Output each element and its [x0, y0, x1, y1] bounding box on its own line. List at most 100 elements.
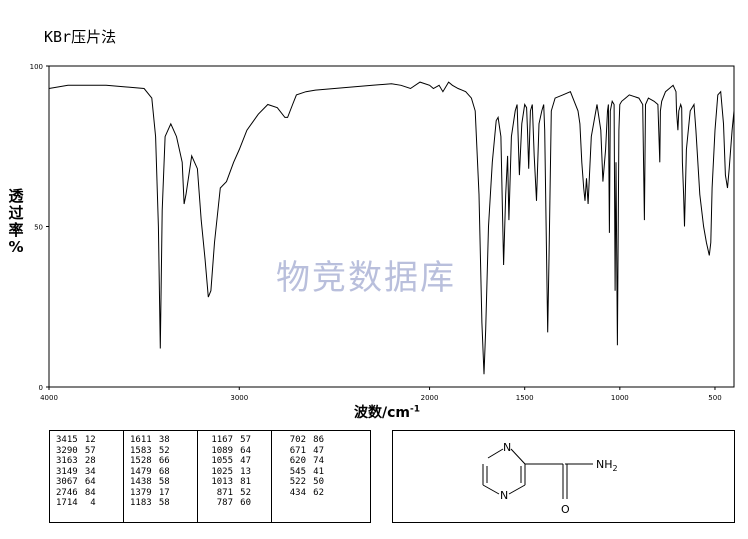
peak-row: 1479 68 [130, 467, 170, 478]
peak-transmittance: 13 [240, 466, 251, 477]
peak-transmittance: 66 [158, 456, 170, 466]
peak-transmittance: 52 [240, 487, 251, 498]
peak-transmittance: 86 [313, 435, 324, 445]
y-tick-label: 0 [39, 384, 43, 392]
amine-subscript: 2 [613, 464, 618, 473]
peak-wavenumber: 1438 [130, 477, 152, 487]
peak-table: 3415 12 3290 57 3163 28 3149 34 3067 64 2746 8… [49, 430, 371, 523]
peak-row: 522 50 [280, 477, 324, 488]
x-axis-ticks: 4000 3000 2000 1500 1000 500 [40, 387, 722, 402]
peak-wavenumber: 1025 [211, 466, 233, 477]
x-axis-label: 波数/cm-1 [354, 402, 420, 422]
peak-wavenumber: 1089 [211, 445, 233, 456]
peak-row: 702 86 [280, 435, 324, 446]
peak-transmittance: 38 [158, 435, 170, 445]
watermark: 物竞数据库 [276, 258, 456, 298]
peak-wavenumber: 871 [216, 487, 233, 498]
peak-wavenumber: 1479 [130, 466, 152, 477]
peak-row: 1025 13 [207, 467, 251, 478]
peak-transmittance: 47 [313, 445, 324, 456]
peak-row: 620 74 [280, 456, 324, 467]
peak-wavenumber: 1528 [130, 456, 152, 466]
peak-transmittance: 52 [158, 445, 170, 456]
peak-row: 1013 81 [207, 477, 251, 488]
nitrogen-atom-label: N [503, 441, 511, 454]
transmittance-curve [48, 81, 735, 375]
peak-wavenumber: 1183 [130, 498, 152, 508]
peak-wavenumber: 1055 [211, 456, 233, 466]
oxygen-atom-label: O [561, 503, 570, 516]
y-label-char: 过 [8, 204, 24, 222]
peak-transmittance: 60 [240, 498, 251, 508]
peak-wavenumber: 787 [216, 498, 233, 508]
peak-wavenumber: 1714 [56, 498, 78, 508]
y-tick-label: 50 [34, 224, 43, 232]
y-label-char: 率 [8, 221, 24, 239]
x-axis-label-text: 波数/cm [354, 405, 410, 421]
peak-transmittance: 12 [84, 435, 96, 445]
peak-table-column: 702 86 671 47 620 74 545 41 522 50 434 62 [280, 435, 324, 498]
amine-label-text: NH [596, 458, 613, 471]
peak-transmittance: 74 [313, 456, 324, 466]
peak-row: 1528 66 [130, 456, 170, 467]
peak-transmittance: 4 [90, 498, 96, 508]
y-label-char: % [8, 238, 24, 256]
peak-transmittance: 28 [84, 456, 96, 466]
peak-wavenumber: 1583 [130, 445, 152, 456]
peak-wavenumber: 1379 [130, 487, 152, 498]
structure-bonds [482, 448, 593, 499]
peak-transmittance: 57 [84, 445, 96, 456]
structure-box: N N O NH2 [392, 430, 735, 523]
peak-wavenumber: 3163 [56, 456, 78, 466]
y-label-char: 透 [8, 187, 24, 205]
peak-transmittance: 58 [158, 498, 170, 508]
peak-wavenumber: 1013 [211, 477, 233, 487]
peak-row: 3415 12 [56, 435, 96, 446]
peak-transmittance: 58 [158, 477, 170, 487]
peak-transmittance: 17 [158, 487, 170, 498]
x-tick-label: 3000 [230, 394, 248, 402]
page-title: KBr压片法 [44, 28, 117, 46]
peak-wavenumber: 620 [289, 456, 306, 466]
peak-transmittance: 47 [240, 456, 251, 466]
ir-spectrum-chart: 0 50 100 4000 3000 2000 1500 1000 500 [30, 63, 735, 402]
peak-table-column: 1611 38 1583 52 1528 66 1479 68 1438 58 1379 1… [130, 435, 170, 509]
peak-transmittance: 57 [240, 435, 251, 445]
peak-wavenumber: 671 [289, 445, 306, 456]
peak-transmittance: 64 [84, 477, 96, 487]
nitrogen-atom-label: N [500, 489, 508, 502]
y-axis-label: 透 过 率 % [6, 188, 26, 256]
peak-wavenumber: 434 [289, 487, 306, 498]
x-tick-label: 1500 [516, 394, 534, 402]
x-tick-label: 500 [708, 394, 721, 402]
peak-row: 1183 58 [130, 498, 170, 509]
x-axis-label-exponent: -1 [410, 404, 420, 415]
peak-table-column: 3415 12 3290 57 3163 28 3149 34 3067 64 2746 8… [56, 435, 96, 509]
peak-row: 1611 38 [130, 435, 170, 446]
peak-row: 787 60 [207, 498, 251, 509]
x-tick-label: 4000 [40, 394, 58, 402]
peak-wavenumber: 702 [289, 435, 306, 445]
peak-wavenumber: 3415 [56, 435, 78, 445]
peak-wavenumber: 3290 [56, 445, 78, 456]
amine-label: NH2 [596, 458, 618, 473]
y-tick-label: 100 [30, 63, 43, 71]
peak-row: 1379 17 [130, 488, 170, 499]
peak-row: 3290 57 [56, 446, 96, 457]
peak-row: 1714 4 [56, 498, 96, 509]
peak-transmittance: 64 [240, 445, 251, 456]
table-divider [197, 431, 198, 522]
y-axis-ticks: 0 50 100 [30, 63, 49, 392]
peak-wavenumber: 1611 [130, 435, 152, 445]
peak-row: 871 52 [207, 488, 251, 499]
peak-row: 1055 47 [207, 456, 251, 467]
peak-row: 3067 64 [56, 477, 96, 488]
peak-row: 3149 34 [56, 467, 96, 478]
peak-transmittance: 68 [158, 466, 170, 477]
peak-transmittance: 34 [84, 466, 96, 477]
peak-row: 1089 64 [207, 446, 251, 457]
peak-row: 545 41 [280, 467, 324, 478]
peak-row: 2746 84 [56, 488, 96, 499]
table-divider [271, 431, 272, 522]
x-tick-label: 1000 [611, 394, 629, 402]
